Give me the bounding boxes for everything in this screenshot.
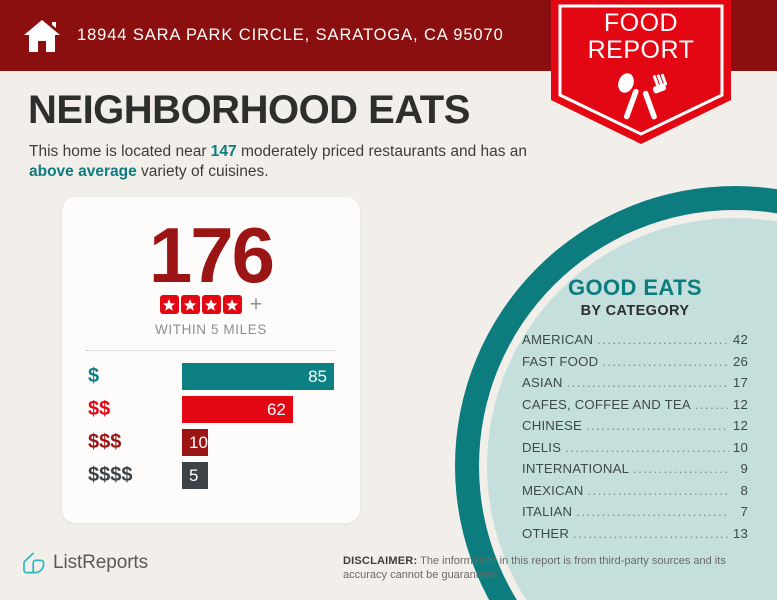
price-tier-bar: 5 <box>182 462 208 489</box>
disclaimer-text: The information in this report is from t… <box>343 555 726 581</box>
category-name: CAFES, COFFEE AND TEA <box>522 396 691 412</box>
home-icon <box>24 20 60 52</box>
subtitle-part-2: moderately priced restaurants and has an <box>236 143 528 160</box>
badge-shield-shape <box>551 0 731 144</box>
category-row: ASIAN...................................… <box>522 375 748 397</box>
category-row: AMERICAN................................… <box>522 332 748 354</box>
category-leader-dots: ........................................… <box>602 354 729 368</box>
category-leader-dots: ........................................… <box>565 440 729 454</box>
good-eats-title: GOOD EATS <box>568 275 702 300</box>
category-name: ASIAN <box>522 375 563 390</box>
within-radius-label: WITHIN 5 MILES <box>155 322 267 337</box>
price-tier-row: $$$ 10 <box>62 426 360 459</box>
price-tier-label: $$$$ <box>88 464 133 486</box>
good-eats-subtitle: BY CATEGORY <box>580 303 690 319</box>
category-name: MEXICAN <box>522 482 584 498</box>
category-count: 42 <box>732 332 748 347</box>
category-count: 17 <box>732 375 748 390</box>
price-tier-value: 85 <box>308 366 327 386</box>
price-tier-bar-chart: $85 $$ 62 $$$ 10 $$$$ 5 <box>62 360 360 492</box>
category-name: FAST FOOD <box>522 353 599 369</box>
category-name: OTHER <box>522 525 570 541</box>
category-list: AMERICAN................................… <box>500 332 770 547</box>
price-tier-bar-track: 62 <box>182 396 360 423</box>
price-tier-bar: 10 <box>182 429 208 456</box>
category-name: INTERNATIONAL <box>522 461 630 476</box>
category-leader-dots: ........................................… <box>586 419 729 433</box>
category-count: 8 <box>740 482 748 498</box>
category-leader-dots: ........................................… <box>694 397 729 411</box>
price-tier-label: $$$ <box>88 431 122 453</box>
category-count: 9 <box>740 461 748 476</box>
page-subtitle: This home is located near 147 moderately… <box>29 142 549 182</box>
star-rating: + <box>62 293 360 316</box>
category-row: CAFES, COFFEE AND TEA...................… <box>522 397 748 419</box>
price-tier-bar-track: 10 <box>182 429 360 456</box>
category-name: DELIS <box>522 439 562 455</box>
category-count: 7 <box>740 504 748 519</box>
price-tier-row: $$ 62 <box>62 393 360 426</box>
listreports-logo-text: ListReports <box>53 552 148 573</box>
star-plus-symbol: + <box>249 293 263 316</box>
category-count: 12 <box>732 396 748 412</box>
category-name: CHINESE <box>522 418 583 433</box>
price-tier-bar: 62 <box>182 396 293 423</box>
category-row: FAST FOOD...............................… <box>522 354 748 376</box>
category-leader-dots: ........................................… <box>573 526 729 540</box>
category-name: ITALIAN <box>522 504 573 519</box>
disclaimer: DISCLAIMER: The information in this repo… <box>343 554 763 582</box>
spoon-fork-crossed-icon <box>618 73 668 120</box>
category-row: DELIS...................................… <box>522 440 748 462</box>
category-leader-dots: ........................................… <box>633 462 729 476</box>
card-divider <box>86 350 336 351</box>
category-row: INTERNATIONAL...........................… <box>522 461 748 483</box>
category-leader-dots: ........................................… <box>566 376 729 390</box>
price-tier-value: 62 <box>266 399 286 419</box>
category-leader-dots: ........................................… <box>576 505 729 519</box>
category-name: AMERICAN <box>522 332 594 347</box>
star-icon <box>159 295 179 314</box>
star-icon <box>201 295 221 314</box>
star-icon <box>222 295 242 314</box>
good-eats-panel <box>0 71 777 600</box>
category-count: 13 <box>732 525 748 541</box>
category-row: OTHER...................................… <box>522 526 748 548</box>
category-count: 10 <box>732 439 748 455</box>
price-tier-bar-track: 85 <box>182 363 360 390</box>
listreports-house-tag-icon <box>23 552 45 574</box>
price-tier-bar-track: 5 <box>182 462 360 489</box>
listreports-logo[interactable]: ListReports <box>22 551 148 575</box>
category-count: 26 <box>732 353 748 369</box>
page-title: NEIGHBORHOOD EATS <box>28 88 470 132</box>
price-tier-label: $ <box>88 365 100 387</box>
price-tier-row: $85 <box>62 360 360 393</box>
subtitle-variety-rating: above average <box>29 163 137 180</box>
subtitle-restaurant-count: 147 <box>210 143 237 160</box>
restaurant-count-total: 176 <box>148 211 275 299</box>
stats-card: 176 + WITHIN 5 MILES $85 $$ 62 $$$ 10 $$$$ 5 <box>62 197 360 523</box>
category-leader-dots: ........................................… <box>597 333 729 347</box>
price-tier-value: 10 <box>189 432 208 452</box>
category-row: MEXICAN.................................… <box>522 483 748 505</box>
good-eats-section: GOOD EATS BY CATEGORY AMERICAN..........… <box>500 275 770 547</box>
category-row: ITALIAN.................................… <box>522 504 748 526</box>
price-tier-value: 5 <box>189 465 199 485</box>
price-tier-bar: 85 <box>182 363 334 390</box>
disclaimer-label: DISCLAIMER: <box>343 555 418 567</box>
badge-title-line2: REPORT <box>587 36 695 64</box>
badge-title-line1: FOOD <box>603 9 679 37</box>
price-tier-label: $$ <box>88 398 111 420</box>
subtitle-part-3: variety of cuisines. <box>136 163 269 180</box>
category-leader-dots: ........................................… <box>587 483 729 497</box>
price-tier-row: $$$$ 5 <box>62 459 360 492</box>
category-count: 12 <box>732 418 748 433</box>
food-report-badge: FOOD REPORT <box>551 0 731 144</box>
category-row: CHINESE.................................… <box>522 418 748 440</box>
badge-title: FOOD REPORT <box>551 10 731 64</box>
header-address: 18944 SARA PARK CIRCLE, SARATOGA, CA 950… <box>77 26 504 44</box>
star-icon <box>180 295 200 314</box>
subtitle-part-1: This home is located near <box>29 143 211 160</box>
